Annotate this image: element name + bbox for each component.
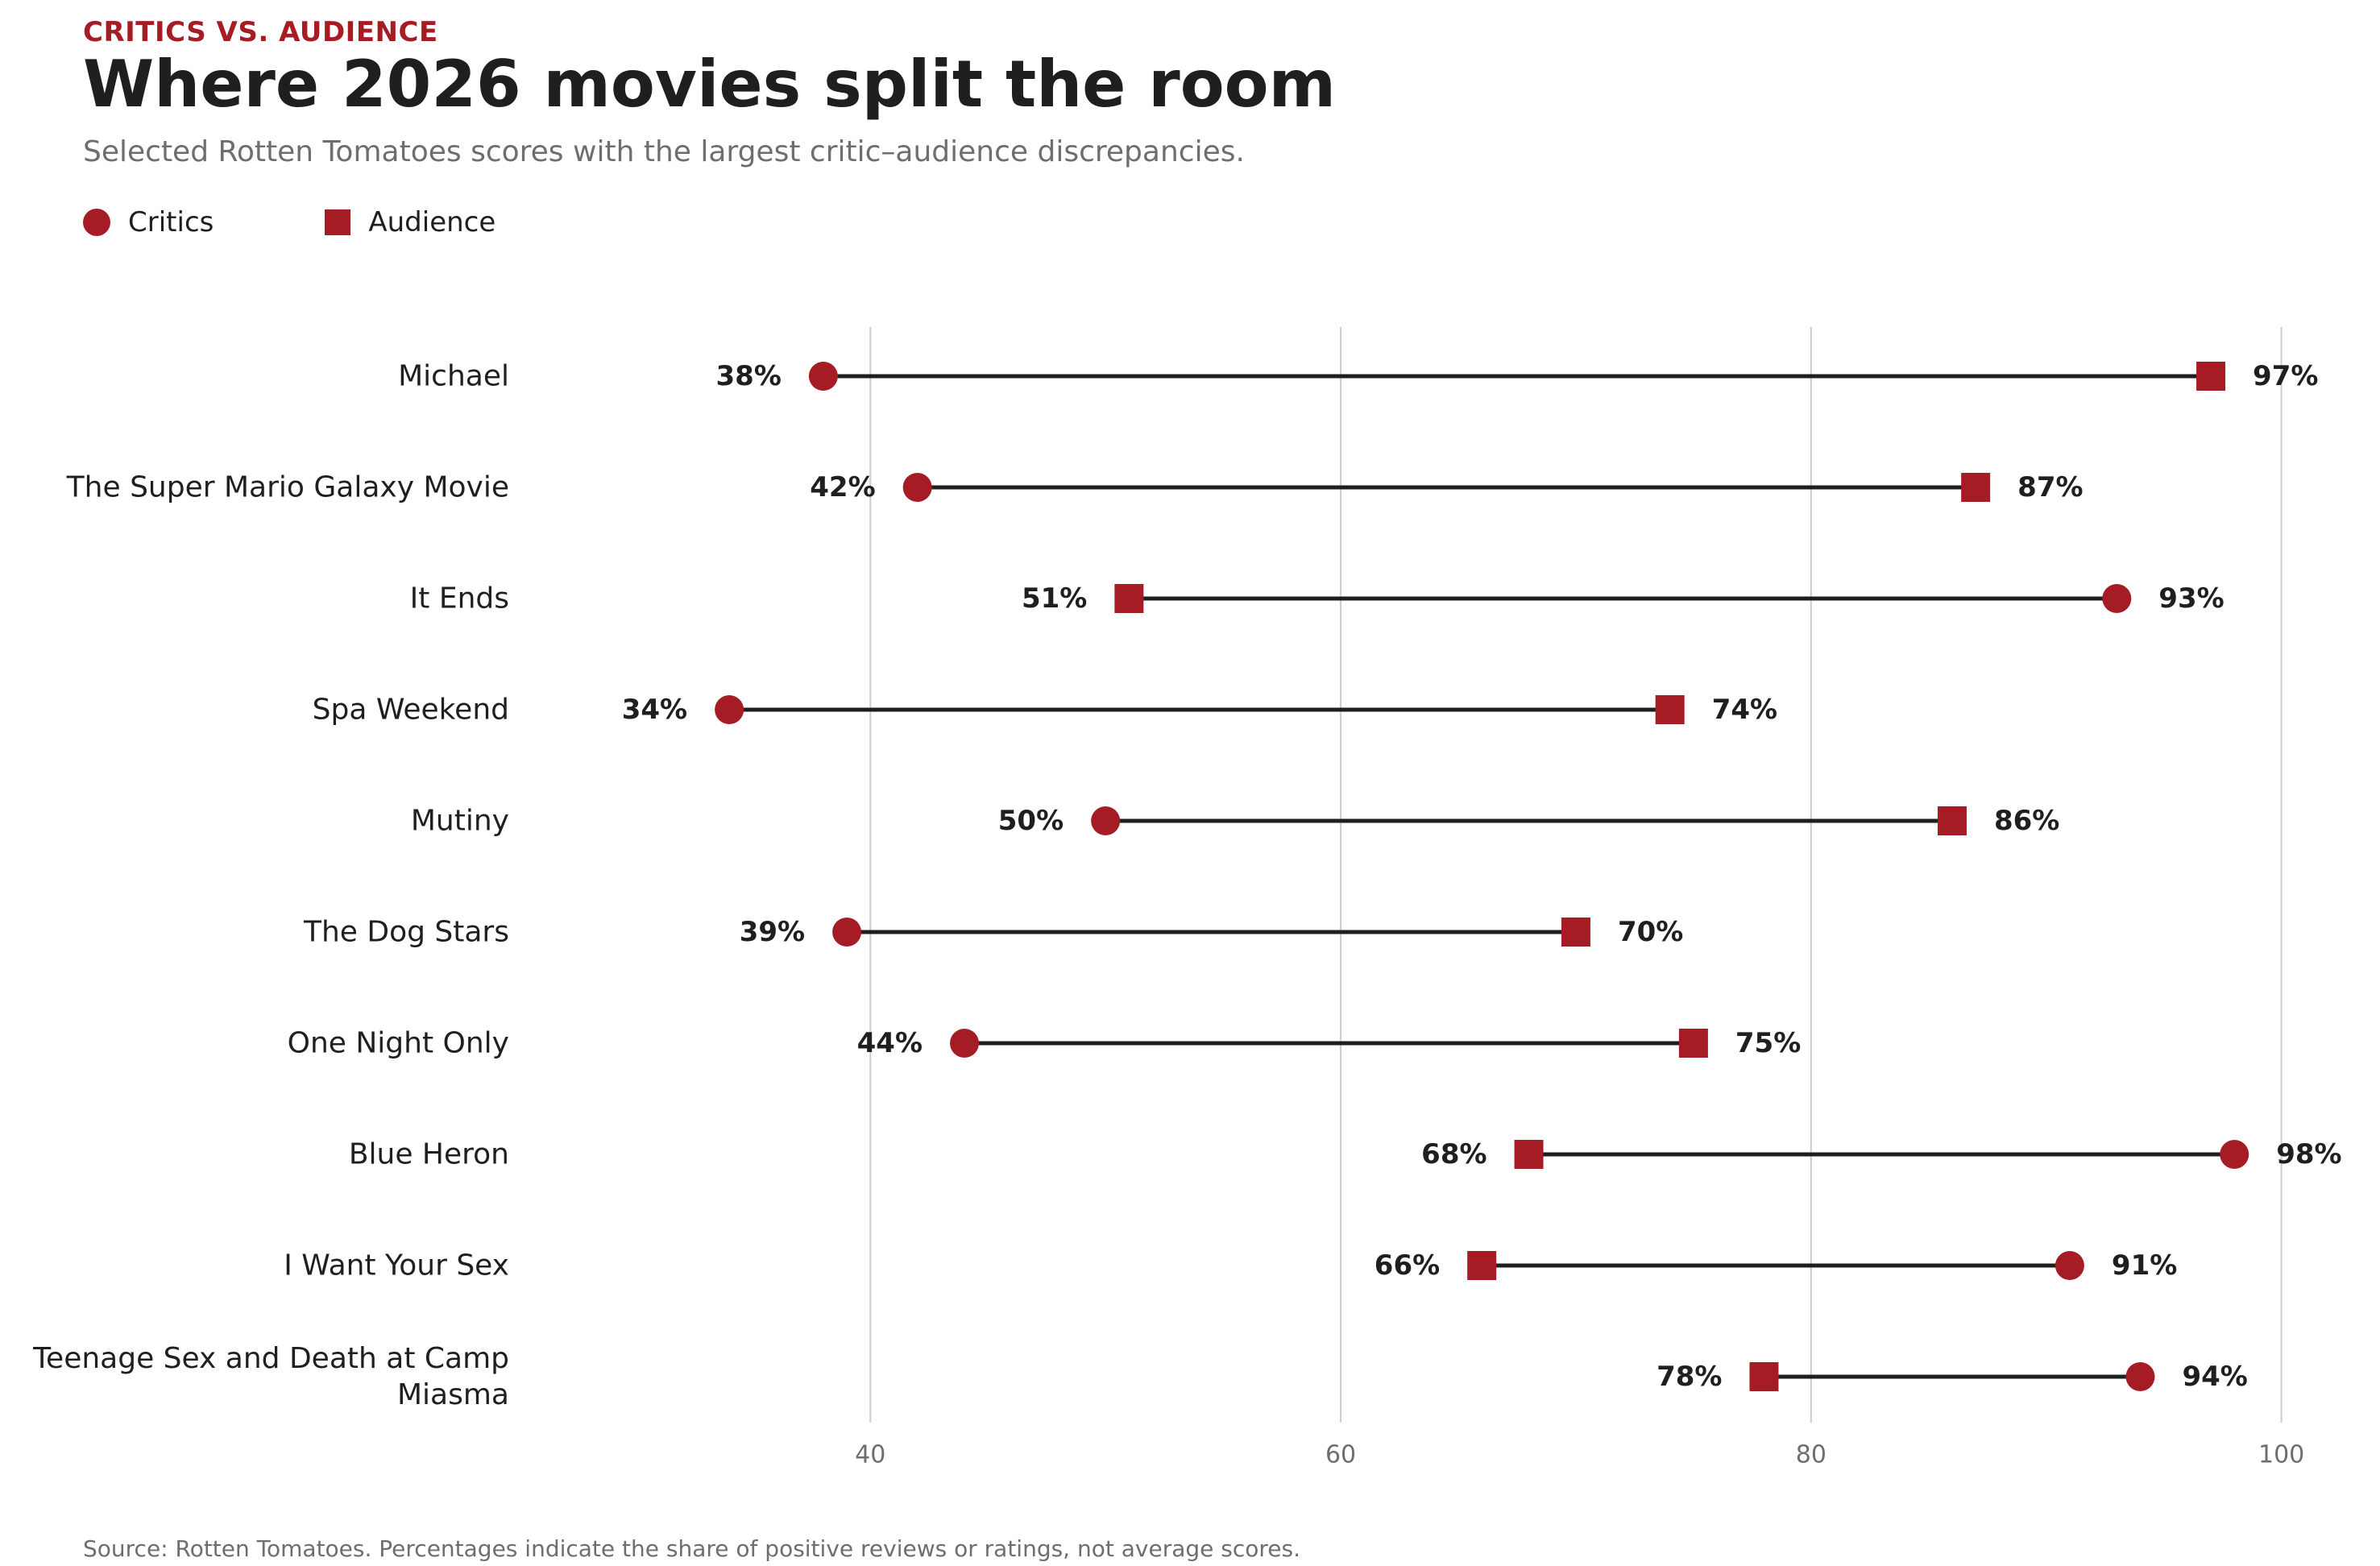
audience-point [1514, 1140, 1544, 1169]
audience-value-label: 70% [1618, 916, 1683, 948]
audience-point [2196, 362, 2226, 391]
row-6: One Night Only 44% 75% [288, 1027, 1802, 1060]
critics-point [808, 362, 838, 391]
critics-value-label: 44% [857, 1027, 923, 1059]
chart-subtitle: Selected Rotten Tomatoes scores with the… [83, 135, 1245, 168]
critics-point [2220, 1140, 2249, 1169]
category-label: Teenage Sex and Death at Camp Miasma [32, 1342, 509, 1411]
critics-point [832, 918, 862, 947]
category-label: I Want Your Sex [284, 1249, 509, 1282]
critics-point [2125, 1362, 2155, 1391]
audience-point [1749, 1362, 1779, 1391]
x-tick-label-60: 60 [1325, 1441, 1356, 1469]
category-label-line: Miasma [397, 1378, 509, 1411]
category-label-line: Michael [398, 360, 509, 393]
legend-item-audience: Audience [325, 206, 495, 238]
audience-point [1467, 1251, 1497, 1280]
category-label: Spa Weekend [313, 694, 509, 727]
row-5: The Dog Stars 39% 70% [303, 916, 1683, 949]
grid-layer [869, 327, 2283, 1423]
x-tick-label-40: 40 [855, 1441, 885, 1469]
row-1: The Super Mario Galaxy Movie 42% 87% [66, 471, 2084, 504]
row-7: Blue Heron 68% 98% [349, 1138, 2342, 1171]
row-3: Spa Weekend 34% 74% [313, 694, 1777, 727]
critics-value-label: 42% [810, 471, 875, 503]
critics-point [2102, 584, 2132, 613]
audience-value-label: 68% [1421, 1138, 1486, 1170]
legend-item-critics: Critics [83, 206, 214, 238]
legend: Critics Audience [83, 205, 607, 240]
category-label-line: Blue Heron [349, 1138, 509, 1171]
category-label: Mutiny [411, 805, 509, 838]
category-label: The Super Mario Galaxy Movie [66, 471, 509, 504]
critics-value-label: 93% [2158, 582, 2224, 615]
legend-label-critics: Critics [128, 206, 214, 238]
category-label: Blue Heron [349, 1138, 509, 1171]
audience-value-label: 78% [1656, 1361, 1722, 1393]
row-0: Michael 38% 97% [398, 360, 2318, 393]
critics-value-label: 91% [2112, 1249, 2177, 1282]
critics-point [1091, 806, 1121, 835]
audience-point [1114, 584, 1144, 613]
audience-value-label: 75% [1735, 1027, 1801, 1059]
critics-point [950, 1029, 980, 1058]
category-label-line: Spa Weekend [313, 694, 509, 727]
audience-value-label: 66% [1375, 1249, 1440, 1282]
critics-point [715, 695, 744, 724]
x-axis-ticks: 40 60 80 100 [855, 1441, 2304, 1469]
audience-point [1961, 473, 1991, 502]
row-9: Teenage Sex and Death at Camp Miasma 78% 94… [32, 1342, 2248, 1411]
category-label-line: The Super Mario Galaxy Movie [66, 471, 509, 504]
critics-value-label: 98% [2276, 1138, 2341, 1170]
row-8: I Want Your Sex 66% 91% [284, 1249, 2177, 1282]
legend-circle-icon [83, 209, 110, 236]
audience-value-label: 86% [1994, 805, 2059, 837]
category-label: It Ends [410, 582, 509, 615]
x-tick-label-100: 100 [2258, 1441, 2304, 1469]
source-note: Source: Rotten Tomatoes. Percentages ind… [83, 1535, 1300, 1562]
category-label-line: Teenage Sex and Death at Camp [32, 1342, 509, 1375]
category-label-line: I Want Your Sex [284, 1249, 509, 1282]
category-label-line: The Dog Stars [303, 916, 509, 949]
category-label-line: It Ends [410, 582, 509, 615]
critics-point [2055, 1251, 2084, 1280]
category-label-line: One Night Only [288, 1027, 509, 1060]
category-label: The Dog Stars [303, 916, 509, 949]
legend-label-audience: Audience [368, 206, 496, 238]
critics-value-label: 34% [622, 694, 687, 726]
rows-layer: Michael 38% 97% The Super Mario Galaxy Movi… [32, 360, 2341, 1412]
critics-value-label: 50% [998, 805, 1064, 837]
critics-value-label: 94% [2182, 1361, 2247, 1393]
audience-point [1678, 1029, 1708, 1058]
audience-value-label: 97% [2253, 360, 2318, 392]
row-4: Mutiny 50% 86% [411, 805, 2059, 838]
row-2: It Ends 51% 93% [410, 582, 2225, 615]
category-label: Michael [398, 360, 509, 393]
audience-value-label: 51% [1022, 582, 1087, 615]
critics-value-label: 39% [740, 916, 805, 948]
category-label: One Night Only [288, 1027, 509, 1060]
category-label-line: Mutiny [411, 805, 509, 838]
chart-title: Where 2026 movies split the room [83, 47, 1336, 122]
legend-square-icon [325, 209, 351, 235]
audience-point [1937, 806, 1967, 835]
x-tick-label-80: 80 [1796, 1441, 1826, 1469]
critics-point [902, 473, 932, 502]
audience-point [1561, 918, 1590, 947]
audience-value-label: 87% [2017, 471, 2083, 503]
critics-value-label: 38% [716, 360, 782, 392]
chart-kicker: CRITICS VS. AUDIENCE [83, 16, 438, 48]
audience-point [1655, 695, 1685, 724]
audience-value-label: 74% [1712, 694, 1777, 726]
